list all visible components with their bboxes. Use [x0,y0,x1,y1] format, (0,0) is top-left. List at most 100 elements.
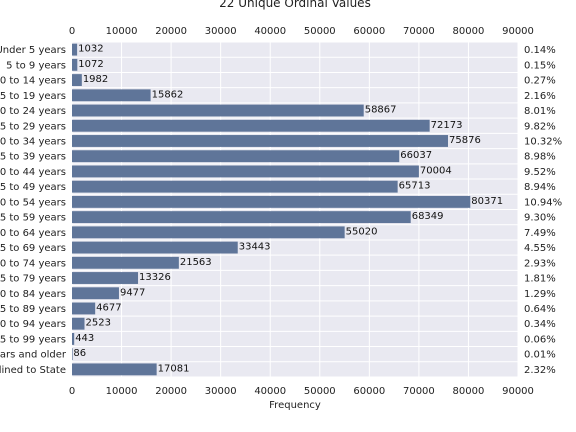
top-x-tick-label: 80000 [453,26,485,37]
bar-value-label: 55020 [346,226,378,237]
bottom-x-tick-label: 30000 [205,386,237,397]
percentage-label: 10.32% [524,136,562,147]
bar-value-label: 4677 [96,302,121,313]
bottom-x-tick-label: 70000 [403,386,435,397]
bar-value-label: 13326 [139,272,171,283]
bottom-x-tick-label: 0 [69,386,75,397]
category-label: 5 to 49 years [0,182,66,193]
bar-value-label: 1072 [78,59,103,70]
percentage-label: 2.93% [524,258,556,269]
bottom-x-tick-label: 90000 [502,386,534,397]
bar-value-labels: 1032 1072 1982 15862 58867 72173 75876 66037 700… [73,44,503,375]
percentage-label: 9.52% [524,167,556,178]
x-axis-title: Frequency [269,400,321,411]
bottom-x-tick-label: 40000 [254,386,286,397]
bar-value-label: 2523 [86,318,111,329]
bar-value-label: 72173 [431,120,463,131]
bar-value-label: 17081 [158,363,190,374]
bottom-x-tick-label: 10000 [106,386,138,397]
percentage-label: 1.81% [524,274,556,285]
bottom-x-tick-label: 20000 [155,386,187,397]
bar [72,211,411,224]
bar-value-label: 70004 [420,165,452,176]
bar-value-label: 80371 [471,196,503,207]
percentage-label: 8.98% [524,152,556,163]
top-x-tick-label: 0 [69,26,75,37]
bar-value-label: 1982 [83,74,108,85]
percentage-label: 0.27% [524,76,556,87]
percentage-label: 0.01% [524,350,556,361]
category-label: 0 to 44 years [0,167,66,178]
top-x-tick-label: 70000 [403,26,435,37]
percentage-label: 0.15% [524,60,556,71]
bar-value-label: 75876 [449,135,481,146]
category-label: 0 to 14 years [0,76,66,87]
bar-value-label: 443 [75,333,94,344]
bar [72,150,400,163]
bars [72,43,471,376]
category-label: 0 to 84 years [0,289,66,300]
percentage-label: 10.94% [524,197,562,208]
bar [72,58,78,71]
percentage-labels: 0.14% 0.15% 0.27% 2.16% 8.01% 9.82% 10.32% 8.98… [524,45,562,376]
percentage-label: 2.16% [524,91,556,102]
bottom-x-tick-label: 60000 [353,386,385,397]
top-x-tick-label: 20000 [155,26,187,37]
bar-value-label: 21563 [180,257,212,268]
category-label: 5 to 89 years [0,304,66,315]
bar [72,226,345,239]
percentage-label: 0.34% [524,319,556,330]
category-label: 0 to 74 years [0,258,66,269]
bar [72,241,238,254]
top-x-tick-label: 90000 [502,26,534,37]
top-x-tick-label: 60000 [353,26,385,37]
bar [72,43,78,56]
category-label: 0 to 24 years [0,106,66,117]
percentage-label: 2.32% [524,365,556,376]
top-x-tick-label: 10000 [106,26,138,37]
bar [72,332,75,345]
category-label: 0 to 34 years [0,136,66,147]
percentage-label: 4.55% [524,243,556,254]
bar [72,287,119,300]
chart-title: 22 Unique Ordinal Values [219,0,371,10]
bar [72,74,82,87]
bar [72,302,96,315]
bar [72,104,364,117]
bottom-x-tick-label: 80000 [453,386,485,397]
bar-value-label: 1032 [78,44,103,55]
top-x-tick-label: 50000 [304,26,336,37]
percentage-label: 7.49% [524,228,556,239]
category-label: ars and older [0,350,67,361]
category-label: 5 to 29 years [0,121,66,132]
bar [72,363,157,376]
percentage-label: 8.01% [524,106,556,117]
bar-value-label: 33443 [239,242,271,253]
percentage-label: 8.94% [524,182,556,193]
top-x-tick-label: 30000 [205,26,237,37]
bar [72,256,179,269]
category-label: 5 to 99 years [0,334,66,345]
bar [72,119,430,132]
bar-value-label: 15862 [152,89,184,100]
bar-value-label: 66037 [400,150,432,161]
percentage-label: 1.29% [524,289,556,300]
y-axis-category-labels: Under 5 years 5 to 9 years 0 to 14 years 5 … [0,45,67,376]
bottom-x-axis: 0 10000 20000 30000 40000 50000 60000 70000 8000… [69,386,534,397]
category-label: 5 to 59 years [0,213,66,224]
bar-value-label: 86 [73,348,86,359]
bar [72,89,151,102]
category-label: 0 to 54 years [0,197,66,208]
bar [72,165,419,178]
bar [72,348,73,361]
top-x-tick-label: 40000 [254,26,286,37]
bottom-x-tick-label: 50000 [304,386,336,397]
percentage-label: 0.06% [524,334,556,345]
category-label: 5 to 9 years [6,60,66,71]
category-label: Under 5 years [0,45,66,56]
bar [72,195,471,208]
bar [72,180,398,193]
category-label: 5 to 79 years [0,274,66,285]
bar [72,135,449,147]
percentage-label: 0.14% [524,45,556,56]
